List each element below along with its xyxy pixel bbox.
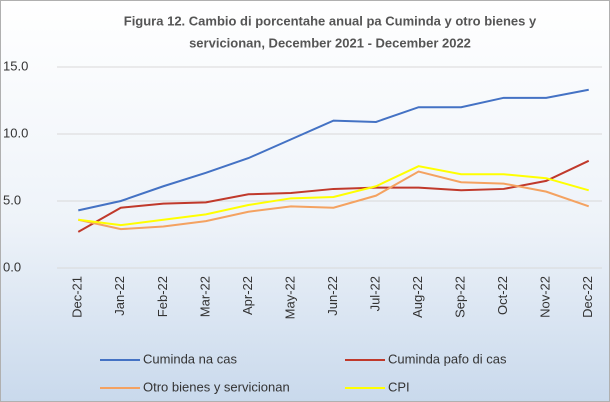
x-tick-label: Dec-22 bbox=[580, 276, 595, 318]
chart-title: Figura 12. Cambio di porcentahe anual pa… bbox=[124, 13, 537, 28]
series-line bbox=[78, 88, 589, 212]
x-tick-label: Jan-22 bbox=[112, 276, 127, 316]
series-line bbox=[77, 159, 590, 233]
x-tick-label: Aug-22 bbox=[410, 276, 425, 318]
x-tick-label: Apr-22 bbox=[240, 276, 255, 315]
legend-label: CPI bbox=[388, 379, 410, 394]
y-tick-label: 5.0 bbox=[3, 192, 21, 207]
x-tick-label: Jun-22 bbox=[325, 276, 340, 316]
x-tick-label: Oct-22 bbox=[495, 276, 510, 315]
x-tick-label: May-22 bbox=[282, 276, 297, 319]
legend-label: Cuminda na cas bbox=[143, 351, 237, 366]
x-tick-label: Jul-22 bbox=[367, 276, 382, 311]
x-tick-label: Nov-22 bbox=[538, 276, 553, 318]
x-tick-label: Dec-21 bbox=[70, 276, 85, 318]
y-tick-label: 0.0 bbox=[3, 259, 21, 274]
y-tick-label: 15.0 bbox=[3, 58, 28, 73]
x-tick-label: Feb-22 bbox=[155, 276, 170, 317]
legend-label: Cuminda pafo di cas bbox=[388, 351, 507, 366]
x-tick-label: Sep-22 bbox=[453, 276, 468, 318]
chart-title: servicionan, December 2021 - December 20… bbox=[189, 35, 471, 50]
y-tick-label: 10.0 bbox=[3, 125, 28, 140]
series-line bbox=[78, 165, 590, 227]
legend-label: Otro bienes y servicionan bbox=[143, 379, 290, 394]
x-tick-label: Mar-22 bbox=[197, 276, 212, 317]
series-line bbox=[78, 170, 590, 231]
